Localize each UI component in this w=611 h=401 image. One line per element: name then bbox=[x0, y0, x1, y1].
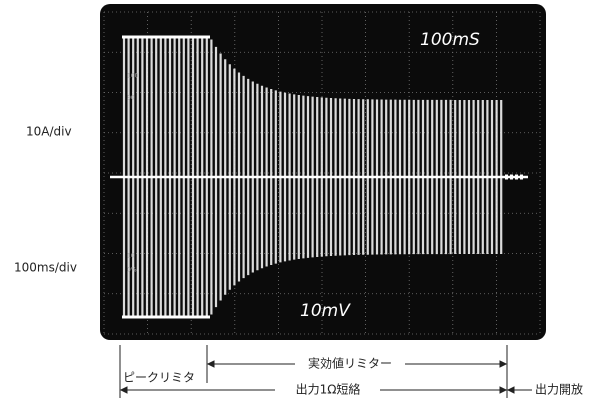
time-scale: 100ms/div bbox=[14, 261, 77, 275]
time-readout: 100mS bbox=[420, 30, 480, 50]
current-scale: 10A/div bbox=[26, 125, 72, 139]
graticule-mark: 0% bbox=[127, 267, 137, 274]
open-output-label: 出力開放 bbox=[535, 382, 583, 397]
short-circuit-label: 出力1Ω短絡 bbox=[296, 382, 361, 397]
graticule-mark: 10 bbox=[127, 253, 135, 260]
graticule-mark: 90 bbox=[127, 95, 135, 102]
graticule-mark: 100 bbox=[127, 73, 139, 80]
figure: 100 90 10 0% 100mS 10mV 10A/div 100ms/di… bbox=[0, 0, 611, 401]
rms-limiter-label: 実効値リミター bbox=[308, 356, 392, 371]
peak-limiter-label: ピークリミタ bbox=[123, 371, 195, 385]
volt-readout: 10mV bbox=[300, 301, 351, 321]
